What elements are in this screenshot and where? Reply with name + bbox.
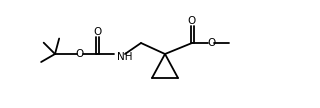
Text: NH: NH xyxy=(117,52,132,61)
Text: O: O xyxy=(207,38,215,48)
Text: O: O xyxy=(188,16,196,26)
Text: O: O xyxy=(93,27,101,37)
Text: O: O xyxy=(76,49,84,59)
